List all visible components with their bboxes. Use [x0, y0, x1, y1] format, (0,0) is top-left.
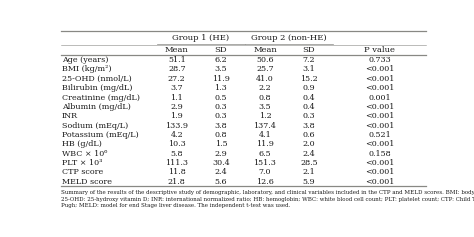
Text: 2.4: 2.4: [215, 168, 227, 176]
Text: 2.4: 2.4: [303, 150, 315, 158]
Text: 1.1: 1.1: [171, 94, 183, 101]
Text: SD: SD: [215, 46, 227, 54]
Text: 151.3: 151.3: [254, 159, 276, 167]
Text: CTP score: CTP score: [62, 168, 103, 176]
Text: 0.5: 0.5: [215, 94, 227, 101]
Text: SD: SD: [303, 46, 315, 54]
Text: 11.9: 11.9: [256, 140, 274, 148]
Text: 137.4: 137.4: [254, 122, 276, 130]
Text: 0.8: 0.8: [215, 131, 227, 139]
Text: 25-OHD: 25-hydroxy vitamin D; INR: international normalized ratio; HB: hemoglobi: 25-OHD: 25-hydroxy vitamin D; INR: inter…: [61, 196, 474, 201]
Text: <0.001: <0.001: [365, 103, 394, 111]
Text: 1.5: 1.5: [215, 140, 227, 148]
Text: MELD score: MELD score: [62, 178, 112, 186]
Text: 0.521: 0.521: [368, 131, 391, 139]
Text: 2.9: 2.9: [171, 103, 183, 111]
Text: 7.2: 7.2: [303, 56, 315, 64]
Text: Albumin (mg/dL): Albumin (mg/dL): [62, 103, 131, 111]
Text: 28.7: 28.7: [168, 65, 186, 73]
Text: HB (g/dL): HB (g/dL): [62, 140, 102, 148]
Text: 28.5: 28.5: [300, 159, 318, 167]
Text: 3.1: 3.1: [303, 65, 315, 73]
Text: Summary of the results of the descriptive study of demographic, laboratory, and : Summary of the results of the descriptiv…: [61, 190, 474, 195]
Text: <0.001: <0.001: [365, 112, 394, 120]
Text: 25.7: 25.7: [256, 65, 274, 73]
Text: 3.8: 3.8: [215, 122, 227, 130]
Text: 7.0: 7.0: [259, 168, 271, 176]
Text: 2.1: 2.1: [303, 168, 315, 176]
Text: 2.2: 2.2: [259, 84, 271, 92]
Text: 6.5: 6.5: [259, 150, 271, 158]
Text: 11.8: 11.8: [168, 168, 186, 176]
Text: Sodium (mEq/L): Sodium (mEq/L): [62, 122, 128, 130]
Text: <0.001: <0.001: [365, 168, 394, 176]
Text: 1.2: 1.2: [259, 112, 271, 120]
Text: 3.5: 3.5: [215, 65, 227, 73]
Text: 21.8: 21.8: [168, 178, 186, 186]
Text: 15.2: 15.2: [300, 75, 318, 83]
Text: 0.4: 0.4: [303, 103, 315, 111]
Text: 0.8: 0.8: [259, 94, 271, 101]
Text: Creatinine (mg/dL): Creatinine (mg/dL): [62, 94, 140, 101]
Text: WBC × 10⁶: WBC × 10⁶: [62, 150, 107, 158]
Text: 2.9: 2.9: [215, 150, 227, 158]
Text: 6.2: 6.2: [215, 56, 227, 64]
Text: 5.9: 5.9: [303, 178, 315, 186]
Text: Age (years): Age (years): [62, 56, 109, 64]
Text: Bilirubin (mg/dL): Bilirubin (mg/dL): [62, 84, 132, 92]
Text: P value: P value: [365, 46, 395, 54]
Text: PLT × 10³: PLT × 10³: [62, 159, 102, 167]
Text: 41.0: 41.0: [256, 75, 274, 83]
Text: 2.0: 2.0: [303, 140, 315, 148]
Text: 0.3: 0.3: [215, 112, 227, 120]
Text: Potassium (mEq/L): Potassium (mEq/L): [62, 131, 138, 139]
Text: 0.4: 0.4: [303, 94, 315, 101]
Text: 0.3: 0.3: [303, 112, 315, 120]
Text: 4.1: 4.1: [259, 131, 271, 139]
Text: 0.158: 0.158: [368, 150, 391, 158]
Text: Mean: Mean: [165, 46, 189, 54]
Text: <0.001: <0.001: [365, 178, 394, 186]
Text: Mean: Mean: [253, 46, 277, 54]
Text: 50.6: 50.6: [256, 56, 274, 64]
Text: 4.2: 4.2: [171, 131, 183, 139]
Text: <0.001: <0.001: [365, 75, 394, 83]
Text: 0.3: 0.3: [215, 103, 227, 111]
Text: 11.9: 11.9: [212, 75, 230, 83]
Text: <0.001: <0.001: [365, 122, 394, 130]
Text: 3.7: 3.7: [171, 84, 183, 92]
Text: Group 1 (HE): Group 1 (HE): [172, 34, 229, 42]
Text: 25-OHD (nmol/L): 25-OHD (nmol/L): [62, 75, 132, 83]
Text: 51.1: 51.1: [168, 56, 186, 64]
Text: INR: INR: [62, 112, 78, 120]
Text: <0.001: <0.001: [365, 65, 394, 73]
Text: 3.8: 3.8: [303, 122, 315, 130]
Text: 5.8: 5.8: [171, 150, 183, 158]
Text: BMI (kg/m²): BMI (kg/m²): [62, 65, 111, 73]
Text: 10.3: 10.3: [168, 140, 186, 148]
Text: 0.6: 0.6: [303, 131, 315, 139]
Text: 1.3: 1.3: [215, 84, 227, 92]
Text: 1.9: 1.9: [171, 112, 183, 120]
Text: <0.001: <0.001: [365, 140, 394, 148]
Text: 0.001: 0.001: [368, 94, 391, 101]
Text: 111.3: 111.3: [165, 159, 188, 167]
Text: 12.6: 12.6: [256, 178, 274, 186]
Text: 3.5: 3.5: [259, 103, 271, 111]
Text: 30.4: 30.4: [212, 159, 230, 167]
Text: <0.001: <0.001: [365, 159, 394, 167]
Text: 0.9: 0.9: [303, 84, 315, 92]
Text: Group 2 (non-HE): Group 2 (non-HE): [251, 34, 327, 42]
Text: 5.6: 5.6: [215, 178, 227, 186]
Text: 133.9: 133.9: [165, 122, 188, 130]
Text: 27.2: 27.2: [168, 75, 186, 83]
Text: 0.733: 0.733: [368, 56, 391, 64]
Text: <0.001: <0.001: [365, 84, 394, 92]
Text: Pugh; MELD: model for end Stage liver disease. The independent t-test was used.: Pugh; MELD: model for end Stage liver di…: [61, 203, 291, 209]
